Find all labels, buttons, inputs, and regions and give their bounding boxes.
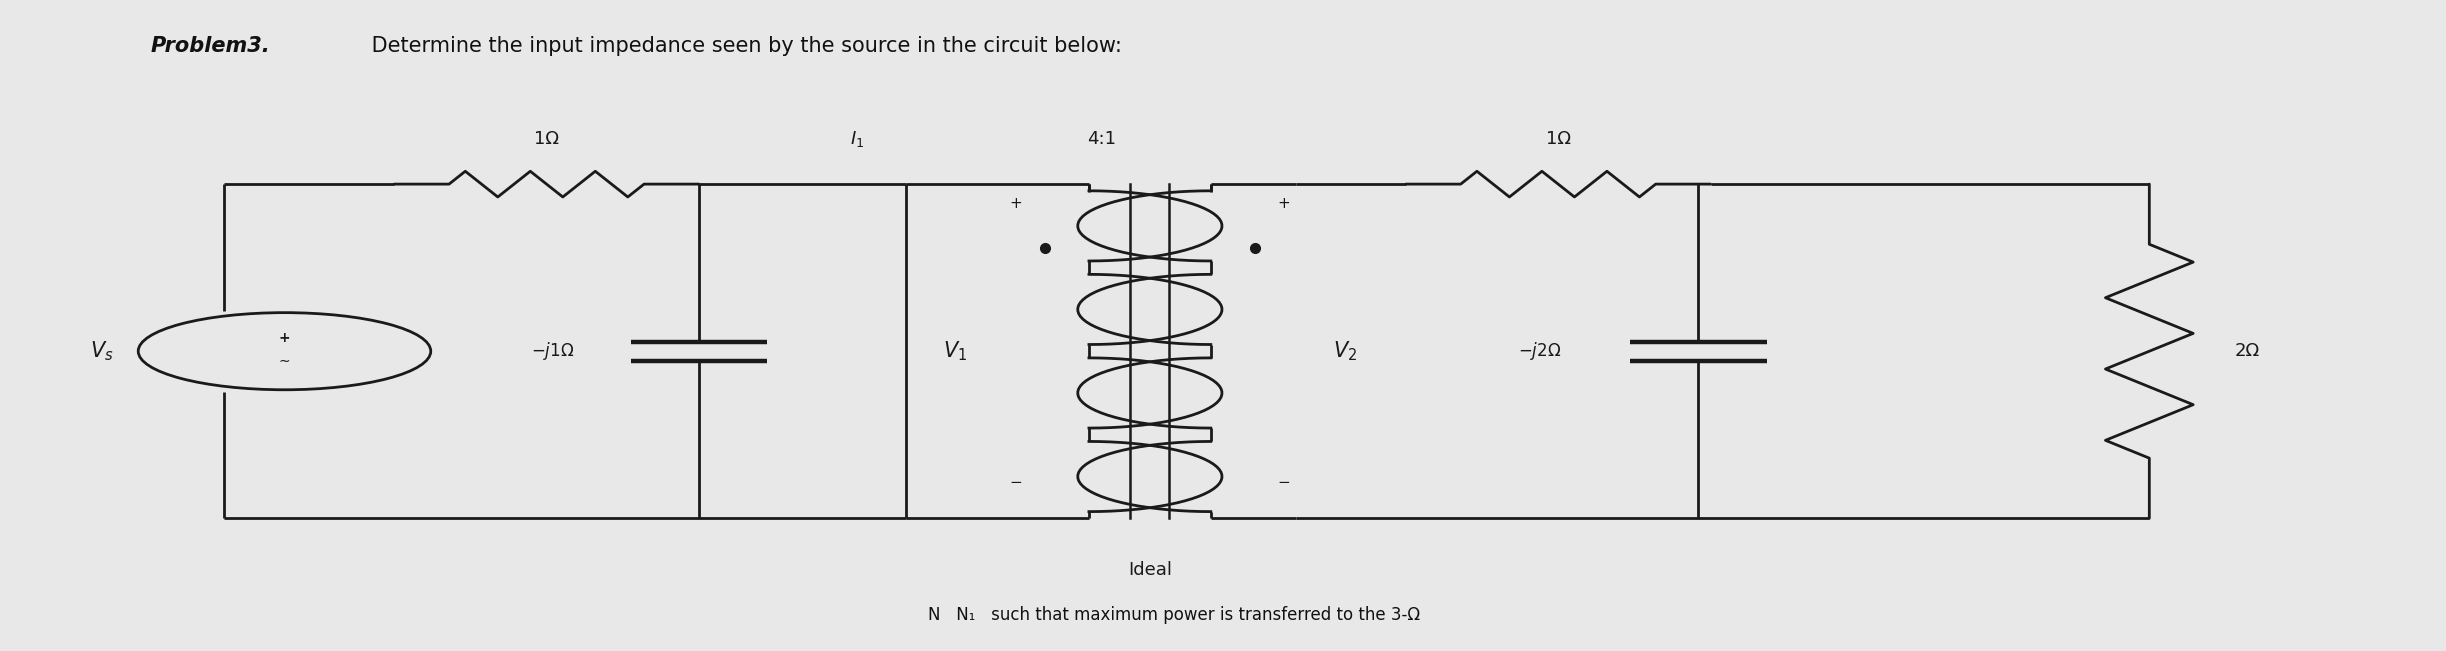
Text: +: + [1010,196,1022,211]
Text: $V_1$: $V_1$ [942,339,966,363]
Text: $-j1Ω$: $-j1Ω$ [531,340,575,362]
Text: ∼: ∼ [279,354,291,368]
Text: N   N₁   such that maximum power is transferred to the 3-Ω: N N₁ such that maximum power is transfer… [927,606,1421,624]
Text: −: − [1010,475,1022,490]
Text: 1Ω: 1Ω [1546,130,1570,148]
Text: Ideal: Ideal [1128,561,1172,579]
Text: $I_1$: $I_1$ [851,129,863,149]
Text: Problem3.: Problem3. [149,36,269,56]
Text: −: − [1277,475,1291,490]
Text: $V_s$: $V_s$ [91,339,113,363]
Text: $-j2Ω$: $-j2Ω$ [1519,340,1561,362]
Text: 4:1: 4:1 [1086,130,1115,148]
Text: +: + [279,331,291,345]
Text: Determine the input impedance seen by the source in the circuit below:: Determine the input impedance seen by th… [364,36,1123,56]
Text: 1Ω: 1Ω [533,130,560,148]
Text: 2Ω: 2Ω [2233,342,2260,360]
Text: +: + [1277,196,1291,211]
Text: $V_2$: $V_2$ [1333,339,1358,363]
